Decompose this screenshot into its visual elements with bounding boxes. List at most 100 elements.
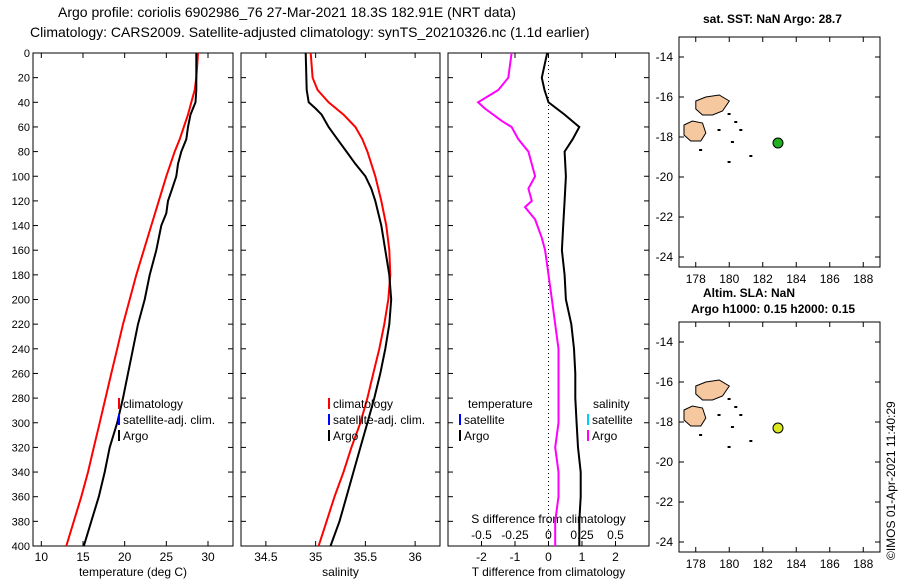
chart-title-line2: Climatology: CARS2009. Satellite-adjuste… (30, 24, 590, 40)
salinity-panel-legend-label: Argo (333, 429, 359, 443)
temperature-panel-ytick-label: 260 (12, 368, 30, 380)
map-bottom-title-1: Altim. SLA: NaN (703, 286, 796, 300)
map-top-lat-label: -16 (656, 90, 674, 104)
temperature-panel-xlabel: temperature (deg C) (79, 565, 187, 579)
difference-panel-left-legend-label: Argo (464, 429, 490, 443)
temperature-panel-ytick-label: 400 (12, 541, 30, 553)
temperature-panel-ytick-label: 180 (12, 270, 30, 282)
temperature-panel-ytick-label: 140 (12, 221, 30, 233)
temperature-panel-ytick-label: 300 (12, 418, 30, 430)
chart-title-line1: Argo profile: coriolis 6902986_76 27-Mar… (58, 4, 516, 20)
map-bottom-vanua-levu-island (695, 379, 731, 401)
difference-panel-salinity-tick-label: 0.25 (570, 528, 594, 542)
temperature-panel-series-argo (82, 53, 198, 547)
map-top-lat-label: -24 (656, 250, 674, 264)
difference-panel-salinity-tick-label: -0.5 (471, 528, 492, 542)
salinity-panel-frame (240, 52, 441, 547)
map-bottom-lon-label: 182 (753, 557, 773, 571)
difference-panel-xtick-label: 0 (545, 550, 552, 564)
temperature-panel-ytick-label: 40 (18, 97, 30, 109)
map-top-lat-label: -18 (656, 130, 674, 144)
temperature-panel-xtick-label: 15 (76, 550, 90, 564)
map-top-argo-marker (772, 137, 784, 149)
map-bottom-frame (678, 321, 881, 553)
salinity-panel-xtick-label: 34.5 (254, 550, 278, 564)
map-top-lon-label: 180 (719, 272, 739, 286)
difference-panel-xtick-label: 2 (612, 550, 619, 564)
map-top-small-island (699, 149, 703, 151)
map-bottom-argo-marker (772, 422, 784, 434)
temperature-panel-legend-label: satellite-adj. clim. (123, 413, 215, 427)
map-bottom-small-island (749, 440, 753, 442)
temperature-panel-xtick-label: 25 (160, 550, 174, 564)
map-top-small-island (727, 113, 731, 115)
salinity-panel-xlabel: salinity (322, 565, 359, 579)
map-top-small-island (730, 141, 734, 143)
map-top-lon-label: 178 (686, 272, 706, 286)
difference-panel-legend-left-title: temperature (468, 397, 533, 411)
difference-panel-legend-right-title: salinity (593, 397, 630, 411)
map-top-lat-label: -22 (656, 210, 674, 224)
map-top-small-island (717, 129, 721, 131)
map-top-title: sat. SST: NaN Argo: 28.7 (703, 12, 842, 26)
temperature-panel-ytick-label: 120 (12, 196, 30, 208)
salinity-panel-legend-label: satellite-adj. clim. (333, 413, 425, 427)
map-top-small-island (734, 121, 738, 123)
map-bottom-lat-label: -18 (656, 415, 674, 429)
map-top-small-island (749, 155, 753, 157)
difference-panel-xtick-label: -2 (476, 550, 487, 564)
map-top-viti-levu-island (683, 120, 707, 142)
map-bottom-small-island (739, 414, 743, 416)
map-bottom-lon-label: 186 (820, 557, 840, 571)
map-bottom-small-island (730, 426, 734, 428)
temperature-panel-ytick-label: 20 (18, 73, 30, 85)
temperature-panel-ytick-label: 360 (12, 492, 30, 504)
map-top-lon-label: 184 (786, 272, 806, 286)
map-bottom-lat-label: -20 (656, 455, 674, 469)
difference-panel-series-s-difference-argo (540, 52, 582, 546)
map-bottom-viti-levu-island (683, 405, 707, 427)
temperature-panel-ytick-label: 0 (24, 48, 30, 60)
map-bottom-lat-label: -14 (656, 335, 674, 349)
map-bottom-lon-label: 184 (786, 557, 806, 571)
map-top-small-island (739, 129, 743, 131)
salinity-panel-legend-label: climatology (333, 397, 393, 411)
map-bottom-small-island (699, 434, 703, 436)
difference-panel-right-legend-label: Argo (592, 429, 618, 443)
difference-panel-xlabel-top: S difference from climatology (471, 512, 626, 526)
map-bottom-lon-label: 188 (853, 557, 873, 571)
salinity-panel-series-argo (304, 52, 393, 547)
temperature-panel-legend-label: Argo (123, 429, 149, 443)
temperature-panel-ytick-label: 200 (12, 295, 30, 307)
difference-panel-frame (447, 52, 650, 547)
difference-panel-left-legend-label: satellite (464, 413, 505, 427)
temperature-panel-ytick-label: 220 (12, 319, 30, 331)
temperature-panel-ytick-label: 80 (18, 147, 30, 159)
map-top-vanua-levu-island (695, 94, 731, 116)
salinity-panel-xtick-label: 35.5 (354, 550, 378, 564)
map-top-lat-label: -14 (656, 50, 674, 64)
map-bottom-small-island (717, 414, 721, 416)
map-bottom-lat-label: -22 (656, 495, 674, 509)
map-bottom-lat-label: -24 (656, 535, 674, 549)
map-bottom-title-2: Argo h1000: 0.15 h2000: 0.15 (691, 302, 856, 316)
salinity-panel-xtick-label: 36 (408, 550, 422, 564)
temperature-panel-ytick-label: 340 (12, 467, 30, 479)
difference-panel-xtick-label: -1 (510, 550, 521, 564)
temperature-panel-ytick-label: 160 (12, 245, 30, 257)
map-top-lat-label: -20 (656, 170, 674, 184)
difference-panel-salinity-tick-label: 0.5 (607, 528, 624, 542)
map-top-frame (678, 36, 881, 268)
temperature-panel-ytick-label: 100 (12, 171, 30, 183)
temperature-panel-ytick-label: 280 (12, 393, 30, 405)
salinity-panel-series-climatology (309, 52, 392, 547)
temperature-panel-ytick-label: 320 (12, 442, 30, 454)
temperature-panel-series-climatology (65, 52, 199, 547)
difference-panel-right-legend-label: satellite (592, 413, 633, 427)
temperature-panel-xtick-label: 10 (35, 550, 49, 564)
difference-panel-xlabel: T difference from climatology (472, 565, 626, 579)
temperature-panel-frame (32, 52, 234, 547)
difference-panel-salinity-tick-label: -0.25 (501, 528, 529, 542)
temperature-panel-legend-label: climatology (123, 397, 183, 411)
